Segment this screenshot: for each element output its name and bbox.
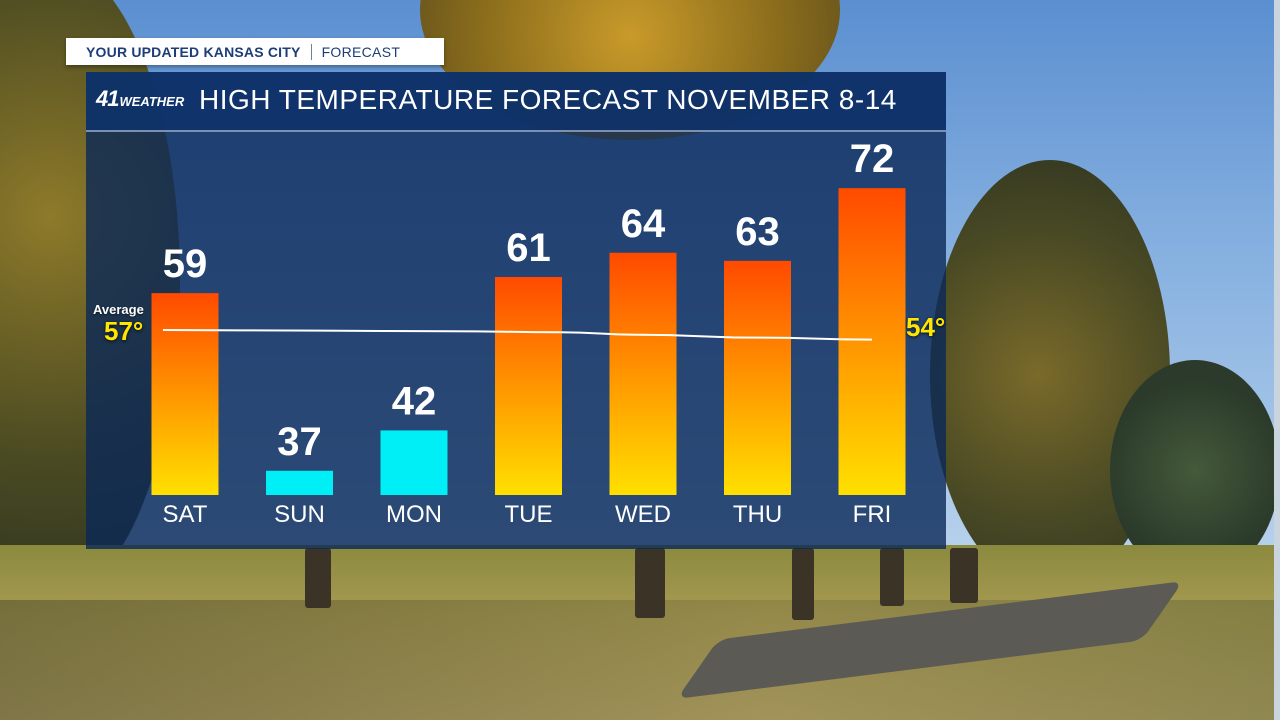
value-label-wed: 64 — [621, 202, 666, 246]
average-line — [162, 329, 873, 341]
tree-trunk — [635, 548, 665, 618]
day-label-mon: MON — [386, 501, 442, 528]
bar-thu — [724, 260, 791, 495]
tree-trunk — [950, 548, 978, 603]
logo-word: WEATHER — [119, 94, 185, 109]
header-title: YOUR UPDATED KANSAS CITY — [86, 43, 301, 60]
average-start-value: 57° — [104, 316, 144, 346]
bar-fri — [838, 188, 906, 495]
day-label-wed: WED — [615, 501, 671, 528]
header-strip: YOUR UPDATED KANSAS CITY FORECAST — [66, 38, 444, 65]
value-label-sun: 37 — [277, 420, 322, 464]
value-label-thu: 63 — [735, 210, 780, 254]
tree-trunk — [880, 548, 904, 606]
day-label-fri: FRI — [853, 501, 892, 528]
value-label-sat: 59 — [163, 242, 208, 286]
station-logo: 41 WEATHER — [96, 86, 184, 114]
average-label: Average — [93, 302, 144, 317]
value-label-fri: 72 — [850, 137, 895, 181]
value-label-mon: 42 — [392, 379, 437, 423]
header-subtitle: FORECAST — [321, 43, 401, 60]
title-bar: 41 WEATHER HIGH TEMPERATURE FORECAST NOV… — [86, 72, 946, 132]
day-label-thu: THU — [733, 501, 782, 528]
bars-group: 59 SAT 37 SUN 42 MON 61 TUE 64 WED 63 THU 72 FRI — [151, 137, 906, 528]
value-label-tue: 61 — [506, 226, 551, 270]
bar-tue — [495, 276, 562, 495]
header-divider — [310, 43, 312, 60]
tree-trunk — [792, 548, 814, 620]
bar-sat — [151, 293, 219, 495]
screen-edge — [1274, 0, 1280, 720]
tree-canopy-far-right — [1110, 360, 1280, 580]
bar-mon — [380, 430, 448, 495]
chart-title: HIGH TEMPERATURE FORECAST NOVEMBER 8-14 — [199, 84, 897, 115]
logo-number: 41 — [96, 86, 120, 111]
day-label-sat: SAT — [163, 501, 208, 528]
day-label-tue: TUE — [505, 501, 553, 528]
average-end-value: 54° — [906, 312, 946, 342]
tree-trunk — [305, 548, 331, 608]
bar-wed — [609, 252, 677, 495]
bar-sun — [266, 470, 333, 495]
day-label-sun: SUN — [274, 501, 325, 528]
